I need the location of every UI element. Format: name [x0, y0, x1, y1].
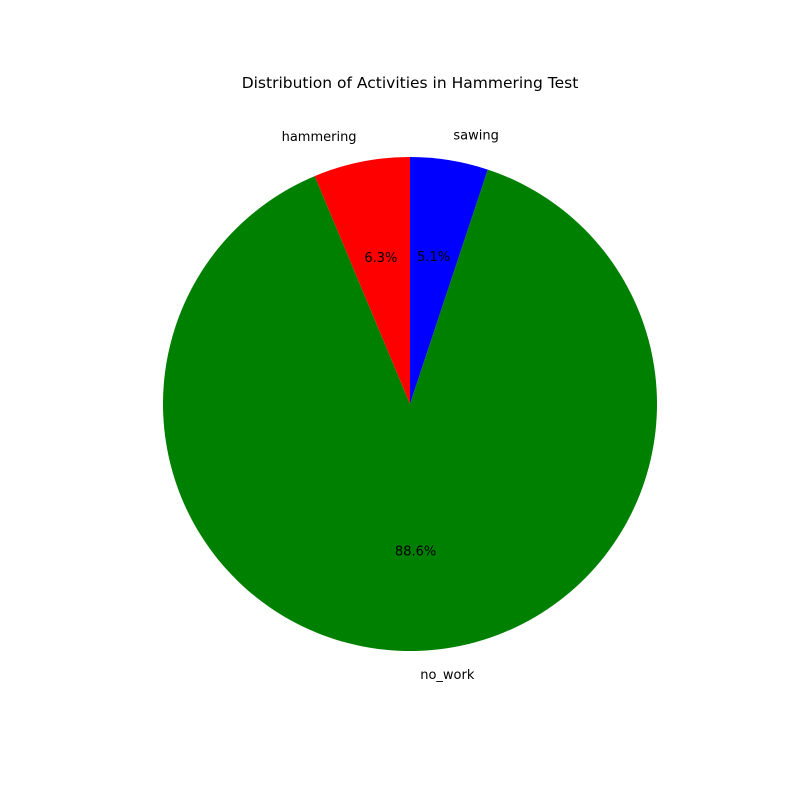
slice-label-sawing: sawing [453, 128, 498, 143]
pie-slices [163, 157, 657, 652]
slice-label-hammering: hammering [282, 130, 357, 145]
pie-slice-hammering [314, 157, 410, 404]
slice-percent-sawing: 5.1% [417, 250, 450, 265]
pie-labels: sawing 5.1% no_work 88.6% hammering 6.3% [282, 128, 499, 683]
slice-label-no-work: no_work [420, 668, 475, 683]
chart-title: Distribution of Activities in Hammering … [242, 74, 579, 92]
slice-percent-hammering: 6.3% [364, 251, 397, 266]
pie-slice-sawing [410, 157, 488, 404]
slice-percent-no-work: 88.6% [395, 545, 436, 560]
pie-slice-no-work [163, 169, 657, 652]
